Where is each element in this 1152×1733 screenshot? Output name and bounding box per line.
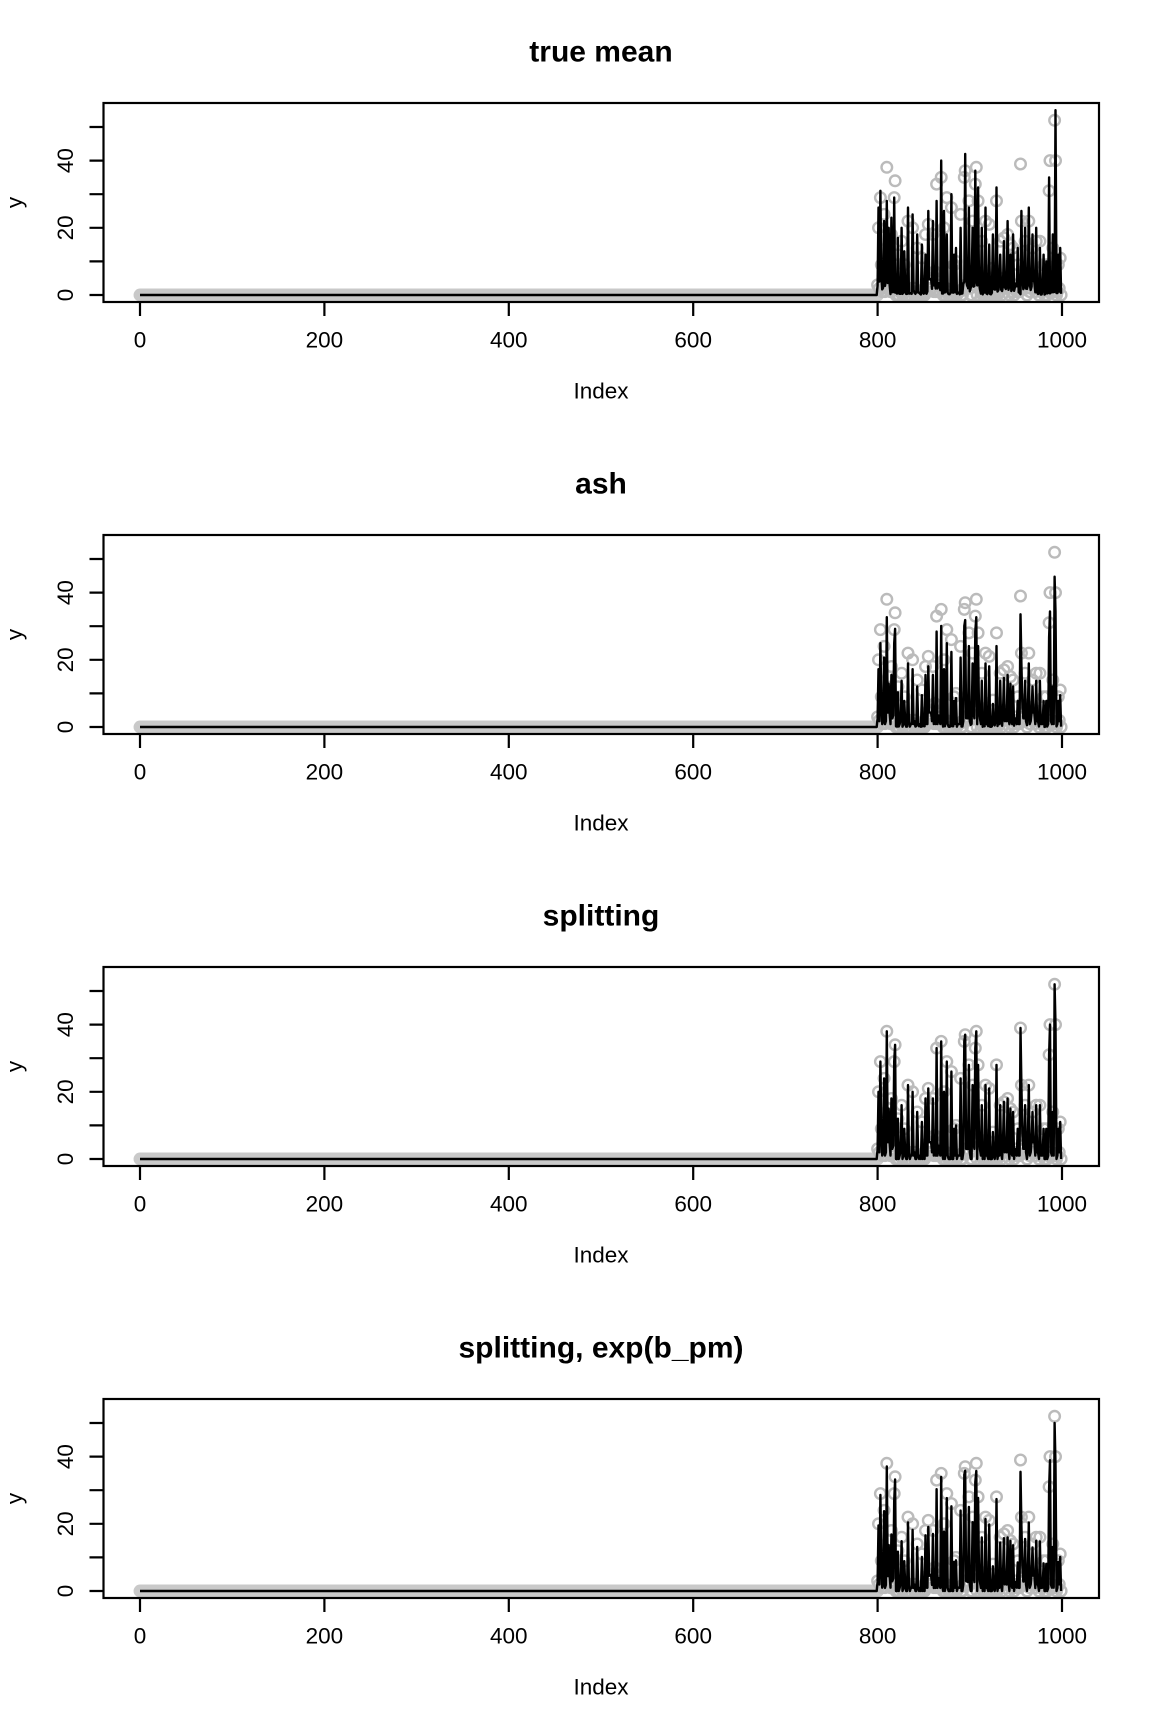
svg-text:1000: 1000 bbox=[1037, 328, 1087, 353]
svg-text:400: 400 bbox=[490, 328, 528, 353]
svg-text:20: 20 bbox=[53, 215, 78, 240]
svg-text:Index: Index bbox=[573, 1242, 629, 1267]
svg-text:400: 400 bbox=[490, 1192, 528, 1217]
svg-text:600: 600 bbox=[674, 1192, 712, 1217]
svg-text:true mean: true mean bbox=[529, 36, 672, 69]
svg-text:800: 800 bbox=[859, 328, 897, 353]
svg-text:40: 40 bbox=[53, 1444, 78, 1469]
svg-text:600: 600 bbox=[674, 328, 712, 353]
svg-text:0: 0 bbox=[53, 721, 78, 734]
svg-text:y: y bbox=[2, 196, 27, 208]
svg-text:200: 200 bbox=[306, 1192, 344, 1217]
svg-text:800: 800 bbox=[859, 1624, 897, 1649]
svg-text:ash: ash bbox=[575, 468, 627, 501]
svg-text:20: 20 bbox=[53, 647, 78, 672]
svg-text:40: 40 bbox=[53, 580, 78, 605]
svg-text:0: 0 bbox=[53, 1153, 78, 1166]
svg-text:1000: 1000 bbox=[1037, 1192, 1087, 1217]
svg-text:Index: Index bbox=[573, 378, 629, 403]
svg-text:200: 200 bbox=[306, 760, 344, 785]
svg-text:1000: 1000 bbox=[1037, 1624, 1087, 1649]
svg-text:0: 0 bbox=[134, 1192, 147, 1217]
svg-text:20: 20 bbox=[53, 1511, 78, 1536]
svg-text:400: 400 bbox=[490, 760, 528, 785]
svg-text:0: 0 bbox=[53, 289, 78, 302]
svg-text:40: 40 bbox=[53, 1012, 78, 1037]
svg-text:0: 0 bbox=[53, 1585, 78, 1598]
svg-text:y: y bbox=[2, 1060, 27, 1072]
svg-text:0: 0 bbox=[134, 1624, 147, 1649]
svg-text:Index: Index bbox=[573, 1674, 629, 1699]
svg-text:600: 600 bbox=[674, 760, 712, 785]
svg-text:800: 800 bbox=[859, 760, 897, 785]
svg-text:20: 20 bbox=[53, 1079, 78, 1104]
svg-text:0: 0 bbox=[134, 328, 147, 353]
svg-text:200: 200 bbox=[306, 1624, 344, 1649]
svg-text:800: 800 bbox=[859, 1192, 897, 1217]
svg-text:splitting: splitting bbox=[543, 900, 660, 933]
svg-text:400: 400 bbox=[490, 1624, 528, 1649]
svg-text:1000: 1000 bbox=[1037, 760, 1087, 785]
svg-text:splitting, exp(b_pm): splitting, exp(b_pm) bbox=[459, 1332, 744, 1365]
svg-text:600: 600 bbox=[674, 1624, 712, 1649]
svg-text:200: 200 bbox=[306, 328, 344, 353]
svg-text:0: 0 bbox=[134, 760, 147, 785]
svg-text:y: y bbox=[2, 1492, 27, 1504]
svg-text:Index: Index bbox=[573, 810, 629, 835]
svg-text:40: 40 bbox=[53, 148, 78, 173]
svg-text:y: y bbox=[2, 628, 27, 640]
